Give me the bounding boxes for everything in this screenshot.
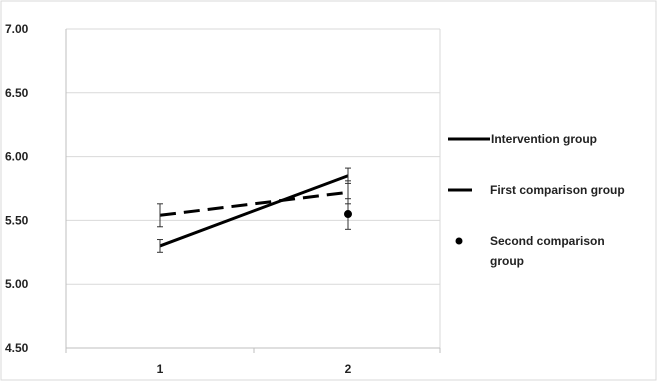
legend-item: First comparison group	[448, 183, 625, 197]
y-tick-label: 5.50	[5, 213, 29, 227]
x-tick-label: 2	[345, 362, 352, 376]
legend-item: Second comparison group	[455, 234, 605, 268]
y-tick-label: 7.00	[5, 22, 29, 36]
series-line	[159, 174, 349, 248]
series-dashed	[157, 180, 351, 228]
series-marker	[344, 198, 352, 230]
y-tick-label: 6.00	[5, 150, 29, 164]
y-tick-label: 6.50	[5, 86, 29, 100]
y-tick-label: 5.00	[5, 277, 29, 291]
legend-label: Intervention group	[491, 132, 597, 146]
legend-item: Intervention group	[448, 132, 597, 146]
x-tick-label: 1	[157, 362, 164, 376]
legend-label: Second comparison group	[490, 234, 605, 268]
legend-label: First comparison group	[490, 183, 625, 197]
y-tick-label: 4.50	[5, 341, 29, 355]
series-line	[159, 190, 349, 217]
data-point	[344, 210, 352, 219]
legend-swatch	[455, 237, 463, 245]
